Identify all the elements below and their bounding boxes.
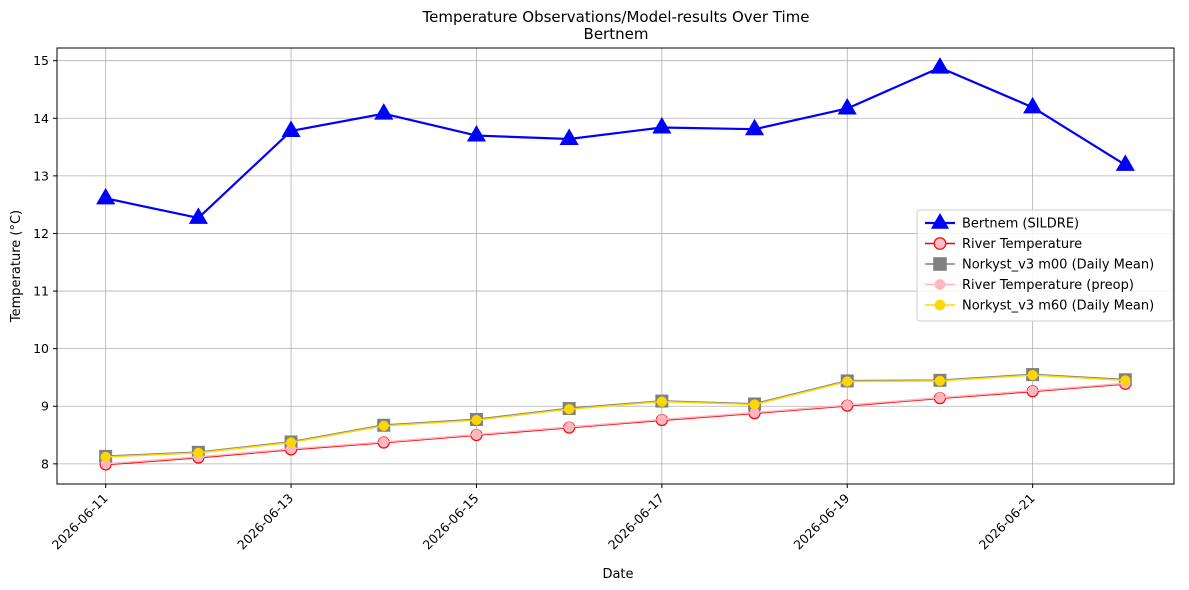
y-tick-label: 11 (33, 284, 49, 299)
chart-subtitle: Bertnem (584, 25, 649, 43)
y-tick-label: 8 (41, 456, 49, 471)
legend-entry: Norkyst_v3 m60 (Daily Mean) (925, 299, 1154, 314)
y-tick-label: 14 (33, 111, 49, 126)
y-tick-label: 12 (33, 226, 49, 241)
data-point (652, 116, 672, 134)
data-point (1120, 375, 1131, 386)
legend-entry: Norkyst_v3 m00 (Daily Mean) (925, 257, 1154, 273)
data-point (842, 399, 853, 411)
series-layer (96, 57, 1135, 471)
y-tick-label: 13 (33, 168, 49, 183)
x-axis-label: Date (602, 567, 633, 582)
data-point (934, 392, 946, 403)
legend-entry: River Temperature (preop) (925, 278, 1134, 293)
data-point (1115, 154, 1135, 171)
series-0 (96, 57, 1135, 224)
legend-marker (930, 212, 950, 229)
data-point (471, 429, 482, 440)
legend-entry: Bertnem (SILDRE) (925, 212, 1079, 232)
legend-label: Norkyst_v3 m00 (Daily Mean) (962, 258, 1154, 273)
y-tick-label: 9 (41, 399, 49, 414)
data-point (1027, 370, 1038, 381)
data-point (564, 421, 575, 433)
legend: Bertnem (SILDRE) River Temperature Norkyst… (916, 209, 1174, 322)
data-point (842, 376, 853, 387)
data-point (466, 125, 487, 142)
data-point (749, 399, 760, 410)
data-point (378, 436, 389, 448)
legend-label: Bertnem (SILDRE) (962, 217, 1079, 232)
data-point (656, 396, 667, 407)
legend-box (916, 209, 1174, 322)
legend-marker (934, 299, 946, 311)
data-point (471, 414, 482, 426)
data-point (744, 118, 765, 136)
data-point (1023, 96, 1043, 114)
data-point (837, 97, 857, 115)
series-line (105, 66, 1126, 220)
y-tick-label: 15 (33, 53, 49, 68)
legend-entry: River Temperature (925, 237, 1082, 252)
legend-label: River Temperature (962, 237, 1082, 252)
legend-label: Norkyst_v3 m60 (Daily Mean) (962, 299, 1154, 314)
data-point (564, 404, 575, 415)
series-3 (100, 378, 1131, 469)
series-line (105, 382, 1126, 465)
grid (57, 48, 1174, 484)
data-point (930, 57, 950, 74)
data-point (378, 420, 389, 431)
plot-area-frame (56, 47, 1175, 485)
data-point (96, 187, 116, 205)
data-point (281, 120, 301, 137)
series-line (105, 374, 1126, 458)
data-point (285, 437, 297, 448)
y-axis-label: Temperature (°C) (9, 210, 24, 323)
data-point (559, 128, 579, 146)
legend-marker (933, 237, 947, 250)
data-point (188, 207, 208, 224)
legend-label: River Temperature (preop) (962, 278, 1134, 293)
data-point (1027, 385, 1038, 396)
y-tick-label: 10 (33, 341, 49, 356)
data-point (656, 414, 667, 425)
data-point (374, 103, 394, 120)
data-point (934, 375, 946, 387)
chart-title: Temperature Observations/Model-results O… (421, 8, 809, 26)
legend-marker (933, 257, 947, 271)
legend-marker (934, 279, 946, 290)
series-4 (100, 370, 1131, 463)
data-point (193, 447, 204, 458)
data-point (100, 451, 111, 463)
